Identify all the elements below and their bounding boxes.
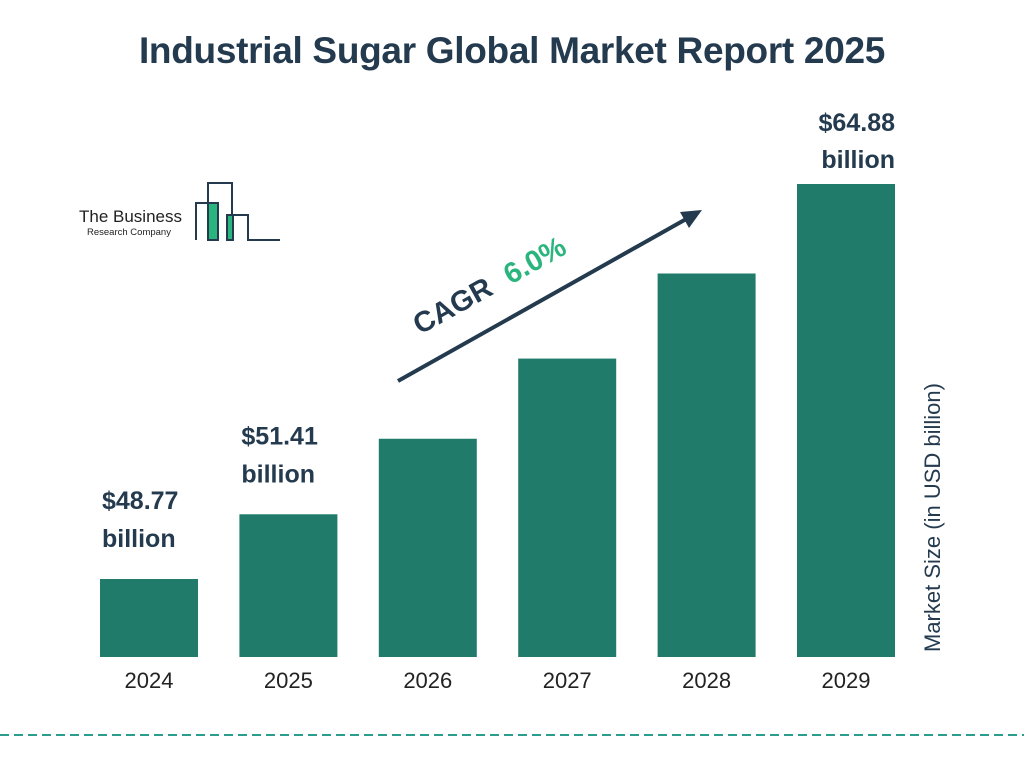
cagr-annotation: CAGR 6.0% (397, 210, 702, 383)
x-tick-label: 2025 (264, 668, 313, 693)
x-tick-label: 2028 (682, 668, 731, 693)
data-label-unit: billion (241, 460, 315, 488)
bar-2028 (657, 273, 756, 657)
data-label-unit: billion (102, 525, 176, 553)
x-axis-ticks: 2024 2025 2026 2027 2028 2029 (125, 668, 871, 693)
bars (100, 184, 895, 657)
bar-2025 (239, 514, 338, 657)
data-label-value: $48.77 (102, 487, 178, 515)
x-tick-label: 2026 (403, 668, 452, 693)
logo-bar-icon (226, 214, 234, 241)
bar-2026 (378, 438, 477, 657)
y-axis-label: Market Size (in USD billion) (920, 383, 945, 652)
cagr-arrow (397, 216, 689, 383)
logo: The Business Research Company (79, 182, 280, 241)
logo-line1: The Business (79, 207, 182, 226)
chart-title: Industrial Sugar Global Market Report 20… (138, 30, 886, 71)
data-label-value: $51.41 (241, 422, 318, 450)
logo-line2: Research Company (87, 227, 171, 238)
arrow-head-icon (680, 210, 702, 228)
cagr-value: 6.0% (498, 231, 572, 291)
bar-2027 (518, 358, 617, 657)
data-label-value: $64.88 (819, 109, 896, 137)
x-tick-label: 2029 (822, 668, 871, 693)
x-tick-label: 2024 (125, 668, 174, 693)
logo-skyline-icon (195, 182, 280, 241)
bar-2029 (797, 184, 895, 657)
x-tick-label: 2027 (543, 668, 592, 693)
data-labels: $48.77 billion $51.41 billion $64.88 billion (102, 109, 895, 553)
bar-2024 (100, 579, 198, 657)
logo-bar-icon (207, 202, 219, 241)
data-label-unit: billion (821, 146, 895, 174)
cagr-text: CAGR 6.0% (408, 231, 572, 341)
